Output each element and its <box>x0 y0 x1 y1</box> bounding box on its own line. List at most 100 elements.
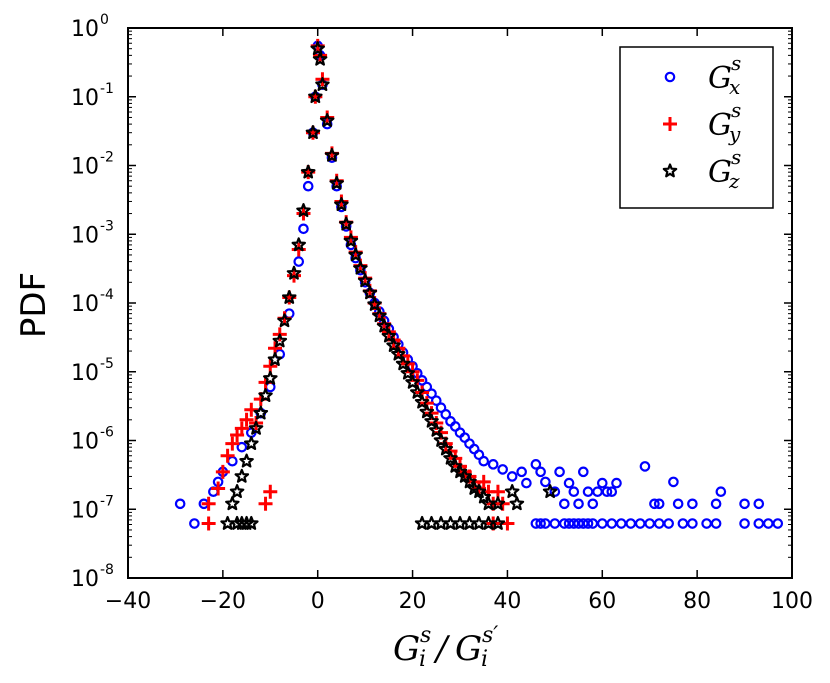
data-point <box>476 489 491 504</box>
data-point <box>582 486 594 497</box>
data-point <box>310 41 325 56</box>
data-point <box>554 466 565 478</box>
x-tick-label: 20 <box>399 589 427 614</box>
data-point <box>490 496 506 511</box>
data-point <box>506 471 518 482</box>
data-point <box>568 486 580 497</box>
data-point <box>376 318 392 333</box>
data-point <box>291 237 306 252</box>
y-tick-label: 10 -3 <box>71 218 114 248</box>
data-point <box>225 496 240 511</box>
data-point <box>414 394 430 409</box>
x-tick-label: 100 <box>771 589 813 614</box>
data-point <box>372 308 387 323</box>
x-tick-label: 60 <box>588 589 616 614</box>
data-point <box>258 496 273 511</box>
data-point <box>343 233 359 248</box>
data-point <box>405 374 420 389</box>
data-point <box>315 76 330 92</box>
data-point <box>244 436 259 450</box>
data-point <box>540 476 551 488</box>
data-point <box>211 481 226 496</box>
x-tick-label: −40 <box>105 589 151 614</box>
data-point <box>611 477 622 489</box>
data-point <box>509 496 525 511</box>
data-point <box>653 518 665 529</box>
data-point <box>429 422 444 437</box>
data-point <box>282 290 297 304</box>
series-layer <box>174 38 784 531</box>
data-point <box>592 486 603 497</box>
x-label-slash: / <box>433 629 451 669</box>
data-point <box>300 164 316 179</box>
y-tick-label-exponent: -7 <box>100 493 114 509</box>
data-point <box>267 352 283 366</box>
data-point <box>753 498 765 510</box>
data-point <box>701 518 712 529</box>
data-point <box>272 333 288 348</box>
data-point <box>305 125 321 140</box>
x-tick-label: 80 <box>683 589 711 614</box>
x-label-sup: s <box>420 623 431 648</box>
data-point <box>464 438 475 449</box>
data-point <box>772 518 784 529</box>
series-star <box>220 41 558 530</box>
y-tick-label-base: 10 <box>71 223 99 248</box>
y-tick-label: 10 -1 <box>71 81 114 111</box>
data-point <box>739 498 750 510</box>
data-point <box>329 175 344 190</box>
x-label-base2: G <box>455 629 482 669</box>
data-point <box>367 296 382 311</box>
data-point <box>596 518 608 529</box>
data-point <box>239 412 254 427</box>
data-point <box>381 328 397 343</box>
data-point <box>578 466 589 478</box>
data-point <box>677 518 689 529</box>
data-point <box>391 346 406 361</box>
data-point <box>504 484 520 499</box>
data-point <box>715 486 727 497</box>
data-point <box>319 112 335 128</box>
y-tick-label: 10 -6 <box>71 425 114 455</box>
data-point <box>234 468 250 483</box>
data-point <box>559 498 570 510</box>
data-point <box>530 459 542 470</box>
data-point <box>535 466 546 478</box>
data-point <box>516 466 527 478</box>
data-point <box>430 395 442 406</box>
data-point <box>302 180 314 192</box>
legend-label-sub: z <box>728 169 740 193</box>
data-point <box>362 285 378 300</box>
y-tick-label-exponent: -4 <box>100 287 114 303</box>
y-tick-label-exponent: -3 <box>100 218 114 234</box>
y-tick-label-base: 10 <box>71 17 99 42</box>
y-tick-label: 10 -2 <box>71 150 114 180</box>
data-point <box>395 356 411 371</box>
data-point <box>225 436 240 451</box>
legend-label-base: G <box>708 108 732 143</box>
y-tick-label-base: 10 <box>71 430 99 455</box>
data-point <box>672 498 684 510</box>
data-point <box>293 256 305 267</box>
data-point <box>229 484 245 499</box>
data-point <box>400 365 416 380</box>
data-point <box>424 413 439 428</box>
data-point <box>521 477 532 489</box>
y-axis-label: PDF <box>14 272 54 338</box>
x-label-sub2: i <box>481 647 488 672</box>
y-tick-label: 10 -8 <box>71 562 114 592</box>
legend-marker <box>664 71 676 83</box>
x-tick-label: 0 <box>311 589 325 614</box>
y-tick-label-exponent: -2 <box>100 150 114 166</box>
data-point <box>687 498 698 510</box>
legend-box <box>619 46 774 209</box>
y-tick-label-exponent: -8 <box>100 562 114 578</box>
data-point <box>433 432 449 447</box>
data-point <box>296 203 311 218</box>
data-point <box>601 486 613 497</box>
data-point <box>542 484 558 499</box>
data-point <box>248 420 264 435</box>
